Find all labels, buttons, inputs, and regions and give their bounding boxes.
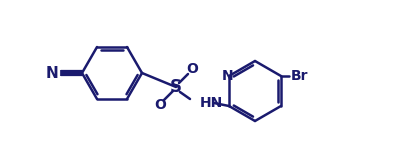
Text: S: S	[170, 78, 182, 96]
Text: Br: Br	[291, 69, 308, 83]
Text: N: N	[222, 69, 234, 83]
Text: O: O	[154, 98, 166, 112]
Text: HN: HN	[200, 96, 223, 110]
Text: O: O	[186, 62, 198, 76]
Text: N: N	[45, 66, 58, 80]
